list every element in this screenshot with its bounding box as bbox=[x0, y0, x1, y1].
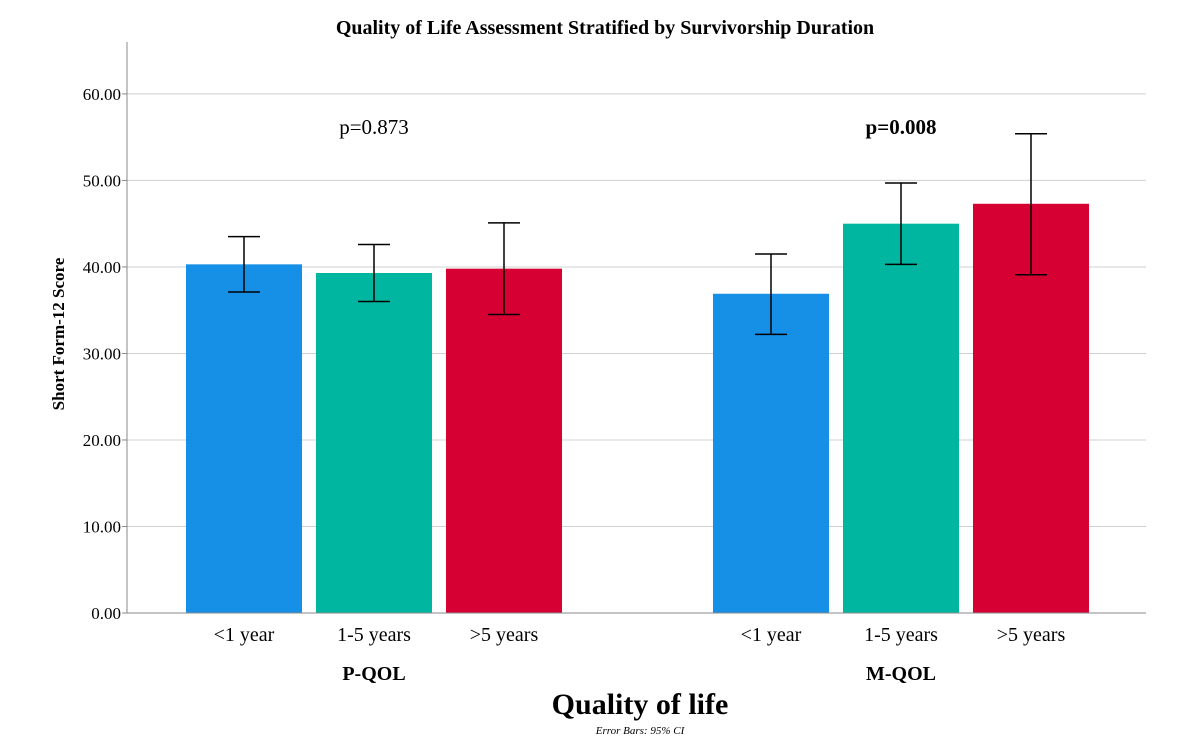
error-bar bbox=[1015, 132, 1047, 276]
y-tick-label: 30.00 bbox=[83, 344, 121, 363]
y-tick-label: 40.00 bbox=[83, 258, 121, 277]
x-axis-label: Quality of life bbox=[552, 688, 729, 721]
bar-category-label: <1 year bbox=[741, 624, 802, 646]
error-bars bbox=[228, 132, 1047, 336]
y-tick-label: 50.00 bbox=[83, 171, 121, 190]
error-bar bbox=[885, 182, 917, 266]
bar-category-label: >5 years bbox=[997, 624, 1066, 646]
p-value-annotation: p=0.873 bbox=[339, 115, 409, 139]
bar-category-label: 1-5 years bbox=[337, 624, 411, 646]
bar bbox=[186, 264, 302, 613]
bar-category-label: 1-5 years bbox=[864, 624, 938, 646]
error-bar bbox=[755, 253, 787, 336]
bar bbox=[446, 268, 562, 613]
p-value-annotation: p=0.008 bbox=[866, 115, 937, 139]
y-tick-label: 20.00 bbox=[83, 431, 121, 450]
chart-title: Quality of Life Assessment Stratified by… bbox=[336, 17, 874, 39]
bar-category-label: <1 year bbox=[214, 624, 275, 646]
error-bar bbox=[488, 222, 520, 316]
group-label: M-QOL bbox=[866, 663, 936, 685]
error-bar bbox=[228, 235, 260, 293]
y-tick-label: 60.00 bbox=[83, 85, 121, 104]
category-labels: <1 year 1-5 years >5 years P-QOL p=0.873 <1 y… bbox=[214, 115, 1066, 685]
bars bbox=[186, 203, 1089, 614]
y-axis-ticks: 0.00 10.00 20.00 30.00 40.00 50.00 60.00 bbox=[83, 85, 127, 623]
y-tick-label: 0.00 bbox=[91, 604, 121, 623]
bar bbox=[316, 272, 432, 613]
bar-category-label: >5 years bbox=[470, 624, 539, 646]
error-bars-footnote: Error Bars: 95% CI bbox=[595, 725, 686, 737]
y-tick-label: 10.00 bbox=[83, 517, 121, 536]
error-bar bbox=[358, 243, 390, 303]
group-label: P-QOL bbox=[342, 663, 405, 685]
y-axis-label: Short Form-12 Score bbox=[49, 257, 68, 410]
bar bbox=[843, 223, 959, 613]
bar bbox=[713, 293, 829, 613]
